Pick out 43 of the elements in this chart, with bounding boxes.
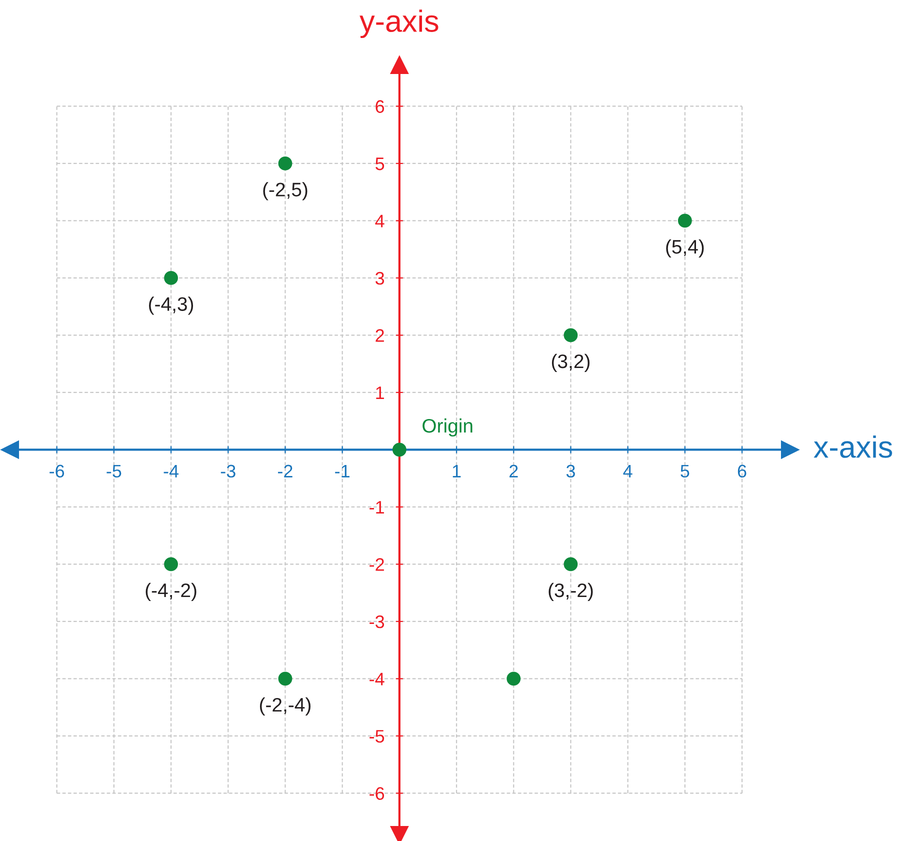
y-tick-label: 1 [376, 386, 384, 400]
point [164, 557, 178, 572]
y-tick-label: 6 [376, 100, 384, 113]
x-tick-label: 1 [452, 464, 461, 478]
x-tick-label: 4 [623, 464, 632, 478]
point [506, 672, 521, 686]
x-tick-label: -1 [335, 464, 350, 478]
annotation: (-4,-2) [146, 582, 196, 602]
x-tick-label: 2 [510, 464, 518, 478]
x-tick-label: 5 [680, 464, 690, 478]
annotation: (5,4) [666, 239, 704, 258]
x-tick-label: 3 [566, 464, 575, 478]
point [278, 672, 292, 686]
point [564, 328, 578, 342]
x-tick-label: 6 [738, 464, 746, 478]
annotation: Origin [422, 418, 472, 437]
point [678, 214, 692, 228]
x-tick-label: -6 [50, 464, 64, 478]
annotation: (-2,-4) [260, 697, 310, 716]
y-tick-label: -6 [370, 787, 384, 800]
x-tick-label: -2 [278, 464, 292, 478]
x-tick-label: -3 [220, 464, 236, 478]
y-tick-label: 3 [375, 272, 384, 285]
point [164, 271, 178, 285]
y-axis-title: y-axis [360, 10, 438, 38]
point [564, 557, 578, 572]
y-tick-label: -2 [370, 558, 384, 571]
y-tick-label: -3 [370, 615, 384, 628]
y-tick-label: 2 [376, 329, 384, 342]
x-tick-label: -4 [164, 464, 179, 478]
point [278, 156, 292, 170]
y-tick-label: -1 [370, 501, 384, 514]
x-axis-title: x-axis [814, 435, 892, 458]
annotation: (-2,5) [263, 182, 308, 200]
annotation: (-4,3) [149, 296, 194, 315]
y-tick-label: 4 [375, 214, 384, 228]
point [392, 442, 406, 457]
y-tick-label: 5 [376, 158, 384, 170]
annotation: (3,2) [552, 354, 590, 372]
x-tick-label: -5 [106, 464, 122, 478]
annotation: (3,-2) [548, 582, 593, 602]
y-tick-label: -4 [370, 672, 384, 686]
y-tick-label: -5 [370, 730, 384, 743]
